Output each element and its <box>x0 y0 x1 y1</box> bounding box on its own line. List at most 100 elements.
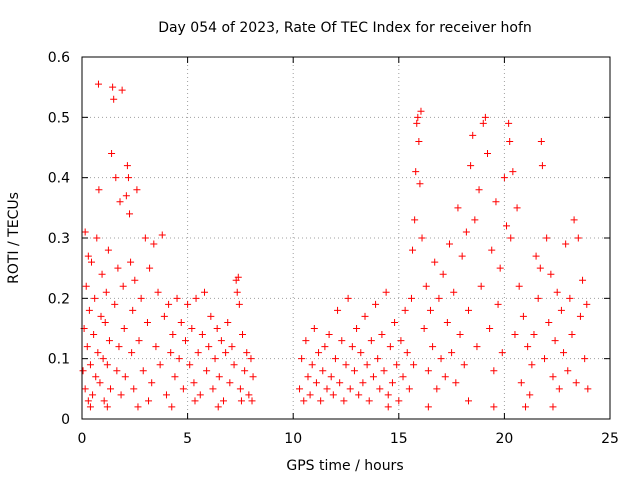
y-tick-label: 0.1 <box>48 352 70 368</box>
data-point <box>321 343 329 351</box>
data-point <box>418 234 426 242</box>
data-point <box>302 337 310 345</box>
data-point <box>350 367 358 375</box>
data-point <box>102 288 110 296</box>
data-point <box>230 361 238 369</box>
data-point <box>113 367 121 375</box>
data-point <box>123 162 131 170</box>
data-point <box>84 397 92 405</box>
x-tick-label: 15 <box>390 431 408 447</box>
data-points <box>79 80 592 411</box>
data-point <box>243 349 251 357</box>
data-point <box>405 385 413 393</box>
data-point <box>435 294 443 302</box>
data-point <box>91 294 99 302</box>
data-point <box>416 180 424 188</box>
data-point <box>222 349 230 357</box>
data-point <box>306 391 314 399</box>
data-point <box>241 367 249 375</box>
data-point <box>135 337 143 345</box>
data-point <box>506 137 514 145</box>
data-point <box>448 349 456 357</box>
data-point <box>146 264 154 272</box>
data-point <box>522 403 530 411</box>
data-point <box>167 349 175 357</box>
data-point <box>304 373 312 381</box>
data-point <box>114 264 122 272</box>
data-point <box>317 397 325 405</box>
data-point <box>397 337 405 345</box>
data-point <box>560 349 568 357</box>
data-point <box>570 216 578 224</box>
data-point <box>205 343 213 351</box>
data-point <box>484 150 492 158</box>
data-point <box>169 331 177 339</box>
y-tick-label: 0.2 <box>48 291 70 307</box>
data-point <box>198 331 206 339</box>
data-point <box>420 325 428 332</box>
data-point <box>477 282 485 290</box>
data-point <box>342 361 350 369</box>
data-point <box>233 288 241 296</box>
data-point <box>581 355 589 363</box>
data-point <box>513 204 521 212</box>
data-point <box>101 318 109 326</box>
data-point <box>464 306 472 314</box>
data-point <box>541 355 549 363</box>
data-point <box>239 331 247 339</box>
data-point <box>86 361 94 369</box>
data-point <box>517 379 525 387</box>
data-point <box>96 379 104 387</box>
axis-ticks: 0 5 10 15 20 25 0 0.1 0.2 0.3 0.4 0.5 0.6 <box>48 50 619 447</box>
data-point <box>116 198 124 206</box>
data-point <box>103 361 111 369</box>
data-point <box>429 343 437 351</box>
data-point <box>129 306 137 314</box>
data-point <box>348 343 356 351</box>
data-point <box>555 385 563 393</box>
data-point <box>464 397 472 405</box>
data-point <box>507 234 515 242</box>
data-point <box>363 361 371 369</box>
data-point <box>133 186 141 194</box>
data-point <box>551 337 559 345</box>
data-point <box>490 403 498 411</box>
data-point <box>171 373 179 381</box>
data-point <box>127 258 135 266</box>
data-point <box>300 397 308 405</box>
data-point <box>92 373 100 381</box>
data-point <box>372 300 380 308</box>
data-point <box>203 367 211 375</box>
data-point <box>81 385 89 393</box>
data-point <box>214 403 222 411</box>
data-point <box>355 391 363 399</box>
data-point <box>359 379 367 387</box>
data-point <box>184 300 192 308</box>
data-point <box>462 228 470 236</box>
data-point <box>545 318 553 326</box>
data-point <box>308 361 316 369</box>
data-point <box>378 331 386 339</box>
data-point <box>583 300 591 308</box>
data-point <box>211 355 219 363</box>
data-point <box>452 379 460 387</box>
data-point <box>104 246 112 254</box>
data-point <box>365 397 373 405</box>
data-point <box>245 391 253 399</box>
data-point <box>401 306 409 314</box>
data-point <box>410 361 418 369</box>
data-point <box>411 216 419 224</box>
data-point <box>549 403 557 411</box>
data-point <box>395 397 403 405</box>
data-point <box>503 222 511 230</box>
data-point <box>340 397 348 405</box>
data-point <box>524 343 532 351</box>
data-point <box>357 349 365 357</box>
data-point <box>367 337 375 345</box>
data-point <box>236 385 244 393</box>
y-tick-label: 0.5 <box>48 110 70 126</box>
data-point <box>574 234 582 242</box>
data-point <box>534 294 542 302</box>
data-point <box>584 385 592 393</box>
